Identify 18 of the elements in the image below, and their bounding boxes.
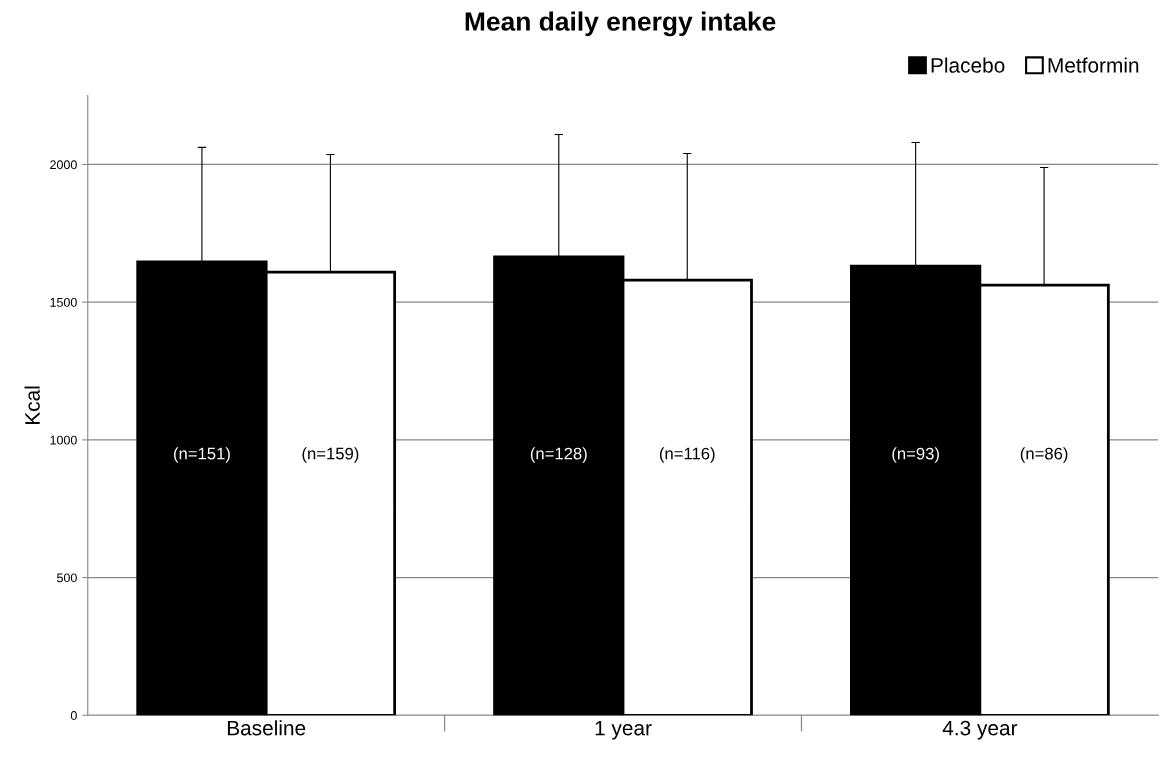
annotation: (n=93) [892,447,939,463]
y-tick-label: 2000 [50,160,77,170]
x-tick-label: 1 year [595,720,652,740]
annotation: (n=159) [302,447,359,463]
annotation: (n=86) [1020,447,1068,463]
y-tick-label: 1500 [50,297,77,307]
y-tick-label: 0 [70,711,77,720]
y-tick-label: 1000 [50,435,77,445]
annotation: (n=116) [659,447,715,463]
annotation: (n=151) [174,447,230,463]
y-axis-title: Kcal [24,386,40,424]
x-tick-label: 4.3 year [942,720,1018,740]
chart-title: Mean daily energy intake [465,11,776,37]
annotation: (n=128) [530,447,587,463]
y-tick-label: 500 [56,573,77,583]
legend-label: Metformin [1048,57,1139,73]
legend-label: Placebo [931,57,1005,73]
x-tick-label: Baseline [227,720,306,736]
